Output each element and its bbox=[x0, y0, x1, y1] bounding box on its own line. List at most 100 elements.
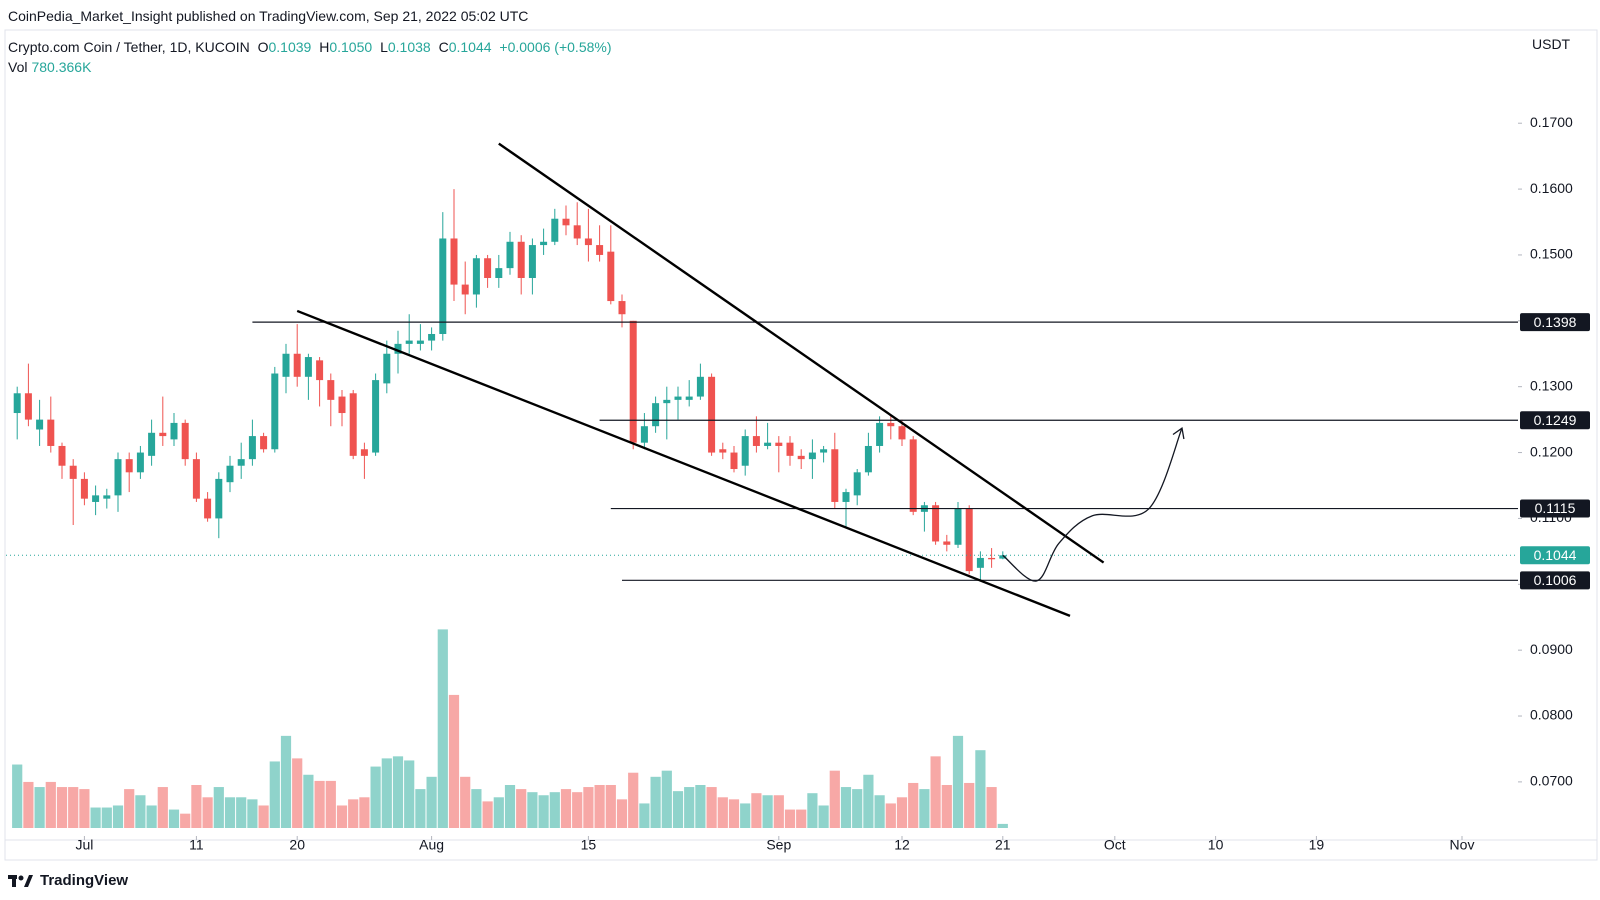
candle-body bbox=[853, 472, 861, 496]
y-tick-label: 0.0900 bbox=[1530, 641, 1573, 657]
volume-bar bbox=[964, 782, 975, 828]
candle-body bbox=[103, 495, 111, 499]
volume-bar bbox=[34, 787, 45, 828]
volume-bar bbox=[706, 787, 717, 828]
c-label: C bbox=[438, 39, 449, 55]
candle-body bbox=[786, 442, 794, 456]
x-tick-label: 11 bbox=[189, 837, 204, 853]
volume-bar bbox=[426, 776, 437, 828]
volume-bar bbox=[258, 805, 269, 828]
volume-bar bbox=[572, 792, 583, 828]
y-tick-label: 0.1200 bbox=[1530, 443, 1573, 459]
candle-body bbox=[316, 360, 324, 381]
currency: USDT bbox=[1532, 36, 1574, 52]
candle-body bbox=[741, 436, 749, 466]
volume-bar bbox=[314, 780, 325, 828]
candle-body bbox=[831, 449, 839, 502]
candle-body bbox=[618, 301, 626, 315]
volume-bar bbox=[437, 629, 448, 828]
symbol: Crypto.com Coin / Tether, 1D, KUCOIN bbox=[8, 39, 250, 55]
candle-body bbox=[428, 333, 436, 341]
l-label: L bbox=[380, 39, 388, 55]
candle-body bbox=[652, 403, 660, 427]
volume-bar bbox=[359, 797, 370, 828]
volume-bar bbox=[224, 797, 236, 828]
candle-body bbox=[954, 508, 962, 545]
candle-body bbox=[573, 225, 581, 239]
candle-body bbox=[864, 445, 872, 473]
brand: TradingView bbox=[40, 872, 129, 889]
candle-body bbox=[663, 399, 671, 404]
candle-body bbox=[898, 426, 906, 440]
volume-bar bbox=[605, 785, 616, 828]
y-tick-label: 0.0800 bbox=[1530, 707, 1573, 723]
last-price-label: 0.1044 bbox=[1534, 547, 1577, 563]
candle-body bbox=[909, 439, 917, 512]
candle-body bbox=[932, 505, 940, 542]
volume-bar bbox=[896, 797, 908, 828]
candle-body bbox=[159, 432, 167, 437]
candle-body bbox=[360, 449, 368, 456]
volume-bar bbox=[952, 735, 964, 828]
candle-body bbox=[484, 258, 492, 279]
volume-bar bbox=[90, 807, 101, 828]
volume-bar bbox=[773, 795, 784, 828]
candle-body bbox=[24, 393, 32, 420]
candle-body bbox=[976, 557, 984, 568]
candle-body bbox=[416, 340, 424, 344]
volume-bar bbox=[941, 785, 952, 828]
candle-body bbox=[170, 422, 178, 440]
candle-body bbox=[204, 498, 212, 519]
volume-bar bbox=[202, 797, 213, 828]
y-tick-label: 0.1600 bbox=[1530, 180, 1573, 196]
candle-body bbox=[584, 238, 592, 246]
publish-line: CoinPedia_Market_Insight published on Tr… bbox=[8, 8, 532, 24]
level-tag-label: 0.1006 bbox=[1534, 572, 1577, 588]
volume-bar bbox=[908, 782, 919, 828]
volume-bar bbox=[807, 793, 818, 828]
candle-body bbox=[999, 555, 1007, 559]
volume-bar bbox=[740, 803, 751, 828]
volume-bar bbox=[292, 758, 303, 828]
volume-bar bbox=[68, 787, 79, 828]
candle-body bbox=[271, 373, 279, 450]
candle-body bbox=[506, 241, 514, 269]
candle-body bbox=[708, 376, 716, 453]
currency-text: USDT bbox=[1532, 36, 1571, 52]
volume-bar bbox=[594, 785, 605, 828]
volume-bar bbox=[784, 809, 796, 828]
volume-bar bbox=[146, 805, 157, 828]
candle-body bbox=[47, 419, 55, 446]
volume-bar bbox=[269, 761, 280, 828]
volume-bar bbox=[672, 791, 684, 828]
candle-body bbox=[80, 478, 88, 499]
candle-body bbox=[405, 340, 413, 344]
x-tick-label: Aug bbox=[419, 837, 444, 853]
candle-body bbox=[383, 353, 391, 384]
volume-bar bbox=[191, 785, 202, 828]
logo bbox=[8, 874, 33, 887]
candle-body bbox=[887, 422, 895, 427]
h-label: H bbox=[319, 39, 330, 55]
x-tick-label: Sep bbox=[766, 837, 791, 853]
y-tick-label: 0.0700 bbox=[1530, 773, 1573, 789]
vol-value: 780.366K bbox=[31, 59, 92, 75]
volume-bar bbox=[112, 805, 124, 828]
volume-bar bbox=[840, 787, 852, 828]
candle-body bbox=[181, 422, 189, 460]
candle-body bbox=[472, 258, 480, 295]
candle-body bbox=[965, 508, 973, 572]
volume-bar bbox=[504, 785, 516, 828]
volume-bar bbox=[997, 823, 1008, 828]
candle-body bbox=[764, 442, 772, 446]
volume-bar bbox=[818, 805, 829, 828]
y-tick-label: 0.1300 bbox=[1530, 377, 1573, 393]
candle-body bbox=[260, 436, 268, 450]
candle-body bbox=[237, 459, 245, 466]
candle-body bbox=[36, 419, 44, 430]
volume-bar bbox=[370, 766, 381, 828]
candle-body bbox=[808, 452, 816, 460]
published: CoinPedia_Market_Insight published on Tr… bbox=[8, 8, 529, 24]
volume-bar bbox=[930, 756, 941, 828]
